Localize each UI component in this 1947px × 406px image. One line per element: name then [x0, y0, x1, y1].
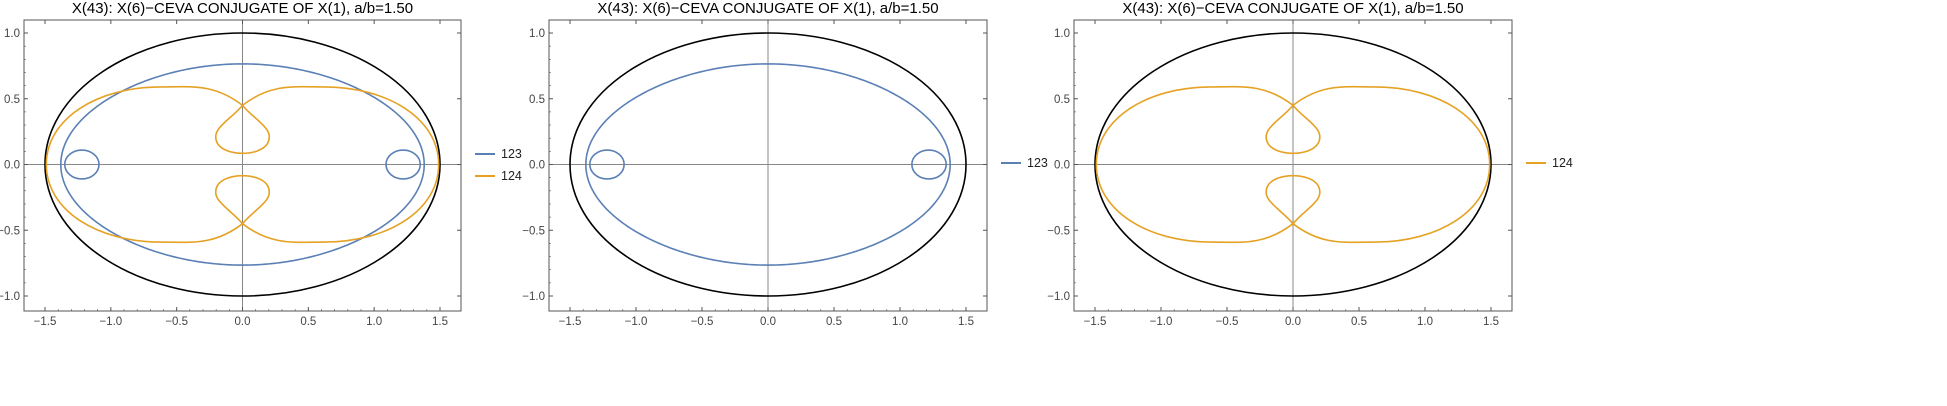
x-tick-label: 0.0 [235, 316, 251, 328]
series-123-loop-2 [911, 149, 948, 180]
chart-panel-2: X(43): X(6)−CEVA CONJUGATE OF X(1), a/b=… [522, 0, 1290, 406]
series-123-loop-1 [63, 149, 100, 180]
x-tick-label: −1.0 [99, 316, 122, 328]
series-group [1095, 85, 1491, 244]
series-123-loop-1 [588, 149, 625, 180]
x-tick-label: −0.5 [1216, 316, 1239, 328]
y-tick-label: 0.5 [1054, 94, 1070, 106]
legend-item-123: 123 [1001, 155, 1048, 171]
series-124-lobe [1292, 164, 1491, 244]
legend-label-124: 124 [501, 169, 522, 183]
y-tick-label: −0.5 [522, 225, 545, 237]
x-tick-label: 1.0 [366, 316, 382, 328]
series-123-oval [59, 63, 425, 266]
legend-label-123: 123 [1027, 156, 1048, 170]
y-tick-label: 1.0 [529, 28, 545, 40]
y-tick-label: 0.0 [1054, 160, 1070, 172]
x-tick-label: −1.5 [559, 316, 582, 328]
legend: 123 [1001, 155, 1048, 171]
x-tick-label: −0.5 [165, 316, 188, 328]
legend-item-124: 124 [475, 168, 522, 184]
x-tick-label: −1.5 [34, 316, 57, 328]
y-tick-label: 1.0 [1054, 28, 1070, 40]
y-tick-label: 0.5 [529, 94, 545, 106]
legend-item-123: 123 [475, 146, 522, 162]
x-tick-label: −1.5 [1084, 316, 1107, 328]
y-tick-label: −1.0 [0, 291, 20, 303]
legend-swatch-124 [1526, 162, 1546, 164]
x-tick-label: 0.5 [1351, 316, 1367, 328]
legend-label-123: 123 [501, 147, 522, 161]
y-tick-label: −0.5 [1047, 225, 1070, 237]
series-124-center-loop-2 [214, 174, 271, 225]
y-tick-label: 1.0 [4, 28, 20, 40]
series-124-center-loop-2 [1265, 174, 1321, 225]
series-123-loop-2 [385, 149, 422, 180]
outer-ellipse [569, 32, 967, 297]
x-tick-label: 1.0 [1417, 316, 1433, 328]
legend-swatch-123 [475, 153, 495, 155]
legend-swatch-123 [1001, 162, 1021, 164]
legend-swatch-124 [475, 175, 495, 177]
y-tick-label: 0.0 [4, 160, 20, 172]
y-tick-label: −0.5 [0, 225, 20, 237]
outer-ellipse [44, 32, 441, 297]
chart-title: X(43): X(6)−CEVA CONJUGATE OF X(1), a/b=… [71, 0, 414, 17]
series-124-lobe [242, 164, 440, 244]
plot-area: −1.5 −1.0 −0.5 0.0 0.5 1.0 1.5 1.0 0.5 0.0 −0.5 −1.… [1047, 19, 1513, 328]
series-124-center-loop-1 [1265, 104, 1321, 155]
series-124-lobe [45, 85, 243, 165]
y-tick-label: −1.0 [522, 291, 545, 303]
chart-panel-3: X(43): X(6)−CEVA CONJUGATE OF X(1), a/b=… [1047, 0, 1947, 406]
outer-ellipse [1094, 32, 1492, 297]
x-tick-label: −1.0 [625, 316, 648, 328]
x-tick-label: 0.0 [1285, 316, 1301, 328]
legend-item-124: 124 [1526, 155, 1573, 171]
y-tick-label: 0.0 [529, 160, 545, 172]
x-tick-label: 1.5 [432, 316, 448, 328]
chart-title: X(43): X(6)−CEVA CONJUGATE OF X(1), a/b=… [1122, 0, 1464, 17]
series-124-lobe [1095, 85, 1294, 165]
x-tick-label: 1.5 [958, 316, 974, 328]
x-tick-label: −0.5 [691, 316, 714, 328]
series-123-oval [585, 63, 951, 266]
series-124-lobe [242, 85, 440, 165]
y-tick-label: −1.0 [1047, 291, 1070, 303]
x-tick-label: 1.5 [1483, 316, 1499, 328]
series-group [585, 63, 951, 266]
series-group [45, 63, 440, 266]
series-124-lobe [1292, 85, 1491, 165]
y-tick-label: 0.5 [4, 94, 20, 106]
x-tick-label: −1.0 [1150, 316, 1173, 328]
series-124-lobe [45, 164, 243, 244]
x-tick-label: 0.5 [826, 316, 842, 328]
legend: 124 [1526, 155, 1573, 171]
x-tick-label: 1.0 [892, 316, 908, 328]
legend: 123 124 [475, 146, 522, 184]
series-124-center-loop-1 [214, 104, 271, 155]
x-tick-label: 0.0 [760, 316, 776, 328]
chart-title: X(43): X(6)−CEVA CONJUGATE OF X(1), a/b=… [597, 0, 939, 17]
plot-area: −1.5 −1.0 −0.5 0.0 0.5 1.0 1.5 1.0 0.5 0.0 −0.5 −1.… [0, 19, 462, 328]
plot-area: −1.5 −1.0 −0.5 0.0 0.5 1.0 1.5 1.0 0.5 0.0 −0.5 −1.… [522, 19, 988, 328]
x-tick-label: 0.5 [300, 316, 316, 328]
chart-panel-1: X(43): X(6)−CEVA CONJUGATE OF X(1), a/b=… [0, 0, 640, 406]
series-124-lobe [1095, 164, 1294, 244]
legend-label-124: 124 [1552, 156, 1573, 170]
